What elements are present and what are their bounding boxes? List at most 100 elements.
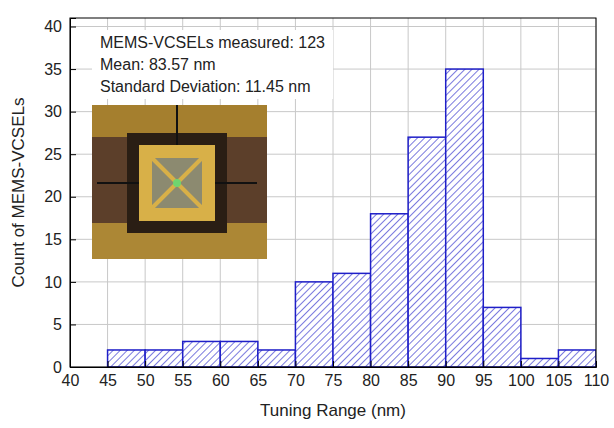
bar bbox=[295, 282, 333, 367]
tick-mark bbox=[145, 361, 146, 367]
tick-label: 45 bbox=[99, 372, 117, 389]
tick-label: 75 bbox=[325, 372, 343, 389]
bar bbox=[183, 341, 221, 367]
tick: 110 bbox=[584, 361, 610, 389]
tick-mark bbox=[70, 154, 76, 155]
photo-arm bbox=[152, 158, 202, 208]
tick: 65 bbox=[249, 361, 267, 389]
tick-mark bbox=[596, 361, 597, 367]
tick: 70 bbox=[287, 361, 305, 389]
tick-mark bbox=[70, 324, 76, 325]
tick-label: 55 bbox=[174, 372, 192, 389]
tick: 30 bbox=[44, 103, 76, 120]
tick-label: 85 bbox=[400, 372, 418, 389]
tick: 5 bbox=[53, 316, 76, 333]
bar bbox=[521, 358, 559, 367]
bar bbox=[558, 350, 596, 367]
tick-label: 5 bbox=[53, 316, 62, 333]
photo-aperture bbox=[173, 179, 181, 187]
tick-label: 65 bbox=[249, 372, 267, 389]
tick-label: 25 bbox=[44, 146, 62, 163]
bar bbox=[483, 307, 521, 367]
tick-label: 60 bbox=[212, 372, 230, 389]
bar bbox=[145, 350, 183, 367]
axis-line bbox=[71, 19, 77, 368]
photo-trench bbox=[127, 133, 227, 233]
tick-mark bbox=[70, 69, 76, 70]
tick: 20 bbox=[44, 188, 76, 205]
bar bbox=[220, 341, 258, 367]
tick: 60 bbox=[212, 361, 230, 389]
grid bbox=[70, 18, 596, 367]
tick-mark bbox=[70, 367, 76, 368]
x-axis: 404550556065707580859095100105110 bbox=[62, 361, 610, 389]
tick-mark bbox=[70, 197, 76, 198]
tick-label: 50 bbox=[137, 372, 155, 389]
plot-frame bbox=[70, 18, 596, 367]
y-axis-title: Count of MEMS-VCSELs bbox=[9, 98, 28, 288]
x-axis-title: Tuning Range (nm) bbox=[260, 401, 406, 420]
axis-line bbox=[71, 361, 597, 368]
tick-mark bbox=[70, 112, 76, 113]
tick: 25 bbox=[44, 146, 76, 163]
photo-arm bbox=[152, 158, 202, 208]
tick: 50 bbox=[137, 361, 155, 389]
tick: 0 bbox=[53, 359, 76, 376]
photo-membrane bbox=[139, 145, 215, 221]
annotation-text: Mean: 83.57 nm bbox=[100, 56, 216, 73]
tick: 85 bbox=[400, 361, 418, 389]
tick-label: 30 bbox=[44, 103, 62, 120]
tick-label: 20 bbox=[44, 188, 62, 205]
tick-mark bbox=[70, 282, 76, 283]
tick: 15 bbox=[44, 231, 76, 248]
tick-label: 35 bbox=[44, 61, 62, 78]
tick: 75 bbox=[325, 361, 343, 389]
inset-photo bbox=[92, 105, 267, 259]
tick: 40 bbox=[44, 18, 76, 35]
tick: 105 bbox=[546, 361, 573, 389]
bar bbox=[446, 69, 484, 367]
tick-mark bbox=[483, 361, 484, 367]
plot: 4045505560657075808590951001051100510152… bbox=[44, 18, 609, 389]
tick: 10 bbox=[44, 273, 76, 290]
chart: 4045505560657075808590951001051100510152… bbox=[0, 0, 614, 428]
tick-label: 105 bbox=[546, 372, 573, 389]
photo-center bbox=[152, 158, 202, 208]
photo-wire bbox=[97, 182, 139, 184]
tick-label: 40 bbox=[62, 372, 80, 389]
photo-wire bbox=[176, 105, 178, 145]
bar bbox=[108, 350, 146, 367]
tick-label: 110 bbox=[584, 372, 610, 389]
tick-mark bbox=[183, 361, 184, 367]
annotation-background bbox=[92, 30, 333, 99]
bar bbox=[371, 214, 409, 367]
tick-mark bbox=[521, 361, 522, 367]
bar bbox=[258, 350, 296, 367]
tick-mark bbox=[558, 361, 559, 367]
tick-mark bbox=[371, 361, 372, 367]
tick-label: 10 bbox=[44, 273, 62, 290]
photo-background bbox=[92, 105, 267, 259]
tick-mark bbox=[70, 239, 76, 240]
tick-label: 95 bbox=[475, 372, 493, 389]
tick: 55 bbox=[174, 361, 192, 389]
tick-mark bbox=[70, 27, 76, 28]
tick: 35 bbox=[44, 61, 76, 78]
tick-label: 0 bbox=[53, 359, 62, 376]
tick-mark bbox=[446, 361, 447, 367]
annotation-text: MEMS-VCSELs measured: 123 bbox=[100, 34, 325, 51]
y-axis: 0 5 10 15 20 25 30 35 40 bbox=[44, 18, 76, 375]
tick-mark bbox=[295, 361, 296, 367]
tick-mark bbox=[220, 361, 221, 367]
annotation-text: Standard Deviation: 11.45 nm bbox=[100, 78, 311, 95]
grid-line-y bbox=[70, 26, 596, 27]
annotation: MEMS-VCSELs measured: 123 Mean: 83.57 nm S… bbox=[92, 30, 333, 99]
bar bbox=[408, 137, 446, 367]
tick: 90 bbox=[437, 361, 455, 389]
tick: 100 bbox=[508, 361, 535, 389]
tick-mark bbox=[108, 361, 109, 367]
tick-label: 100 bbox=[508, 372, 535, 389]
tick-mark bbox=[333, 361, 334, 367]
tick-label: 40 bbox=[44, 18, 62, 35]
tick-mark bbox=[258, 361, 259, 367]
